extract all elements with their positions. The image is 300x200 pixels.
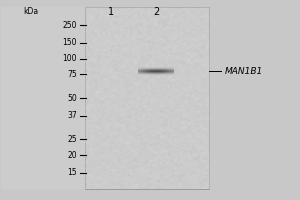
Text: MAN1B1: MAN1B1 [224, 67, 262, 76]
Text: kDa: kDa [23, 7, 39, 16]
Text: 37: 37 [68, 111, 77, 120]
Text: 75: 75 [68, 70, 77, 79]
Text: 150: 150 [63, 38, 77, 47]
Text: 25: 25 [68, 135, 77, 144]
FancyBboxPatch shape [85, 7, 209, 189]
Text: 100: 100 [63, 54, 77, 63]
Text: 1: 1 [108, 7, 114, 17]
Text: 15: 15 [68, 168, 77, 177]
Text: 20: 20 [68, 151, 77, 160]
Text: 50: 50 [68, 94, 77, 103]
Text: 250: 250 [63, 21, 77, 30]
Text: 2: 2 [153, 7, 159, 17]
FancyBboxPatch shape [2, 7, 85, 189]
